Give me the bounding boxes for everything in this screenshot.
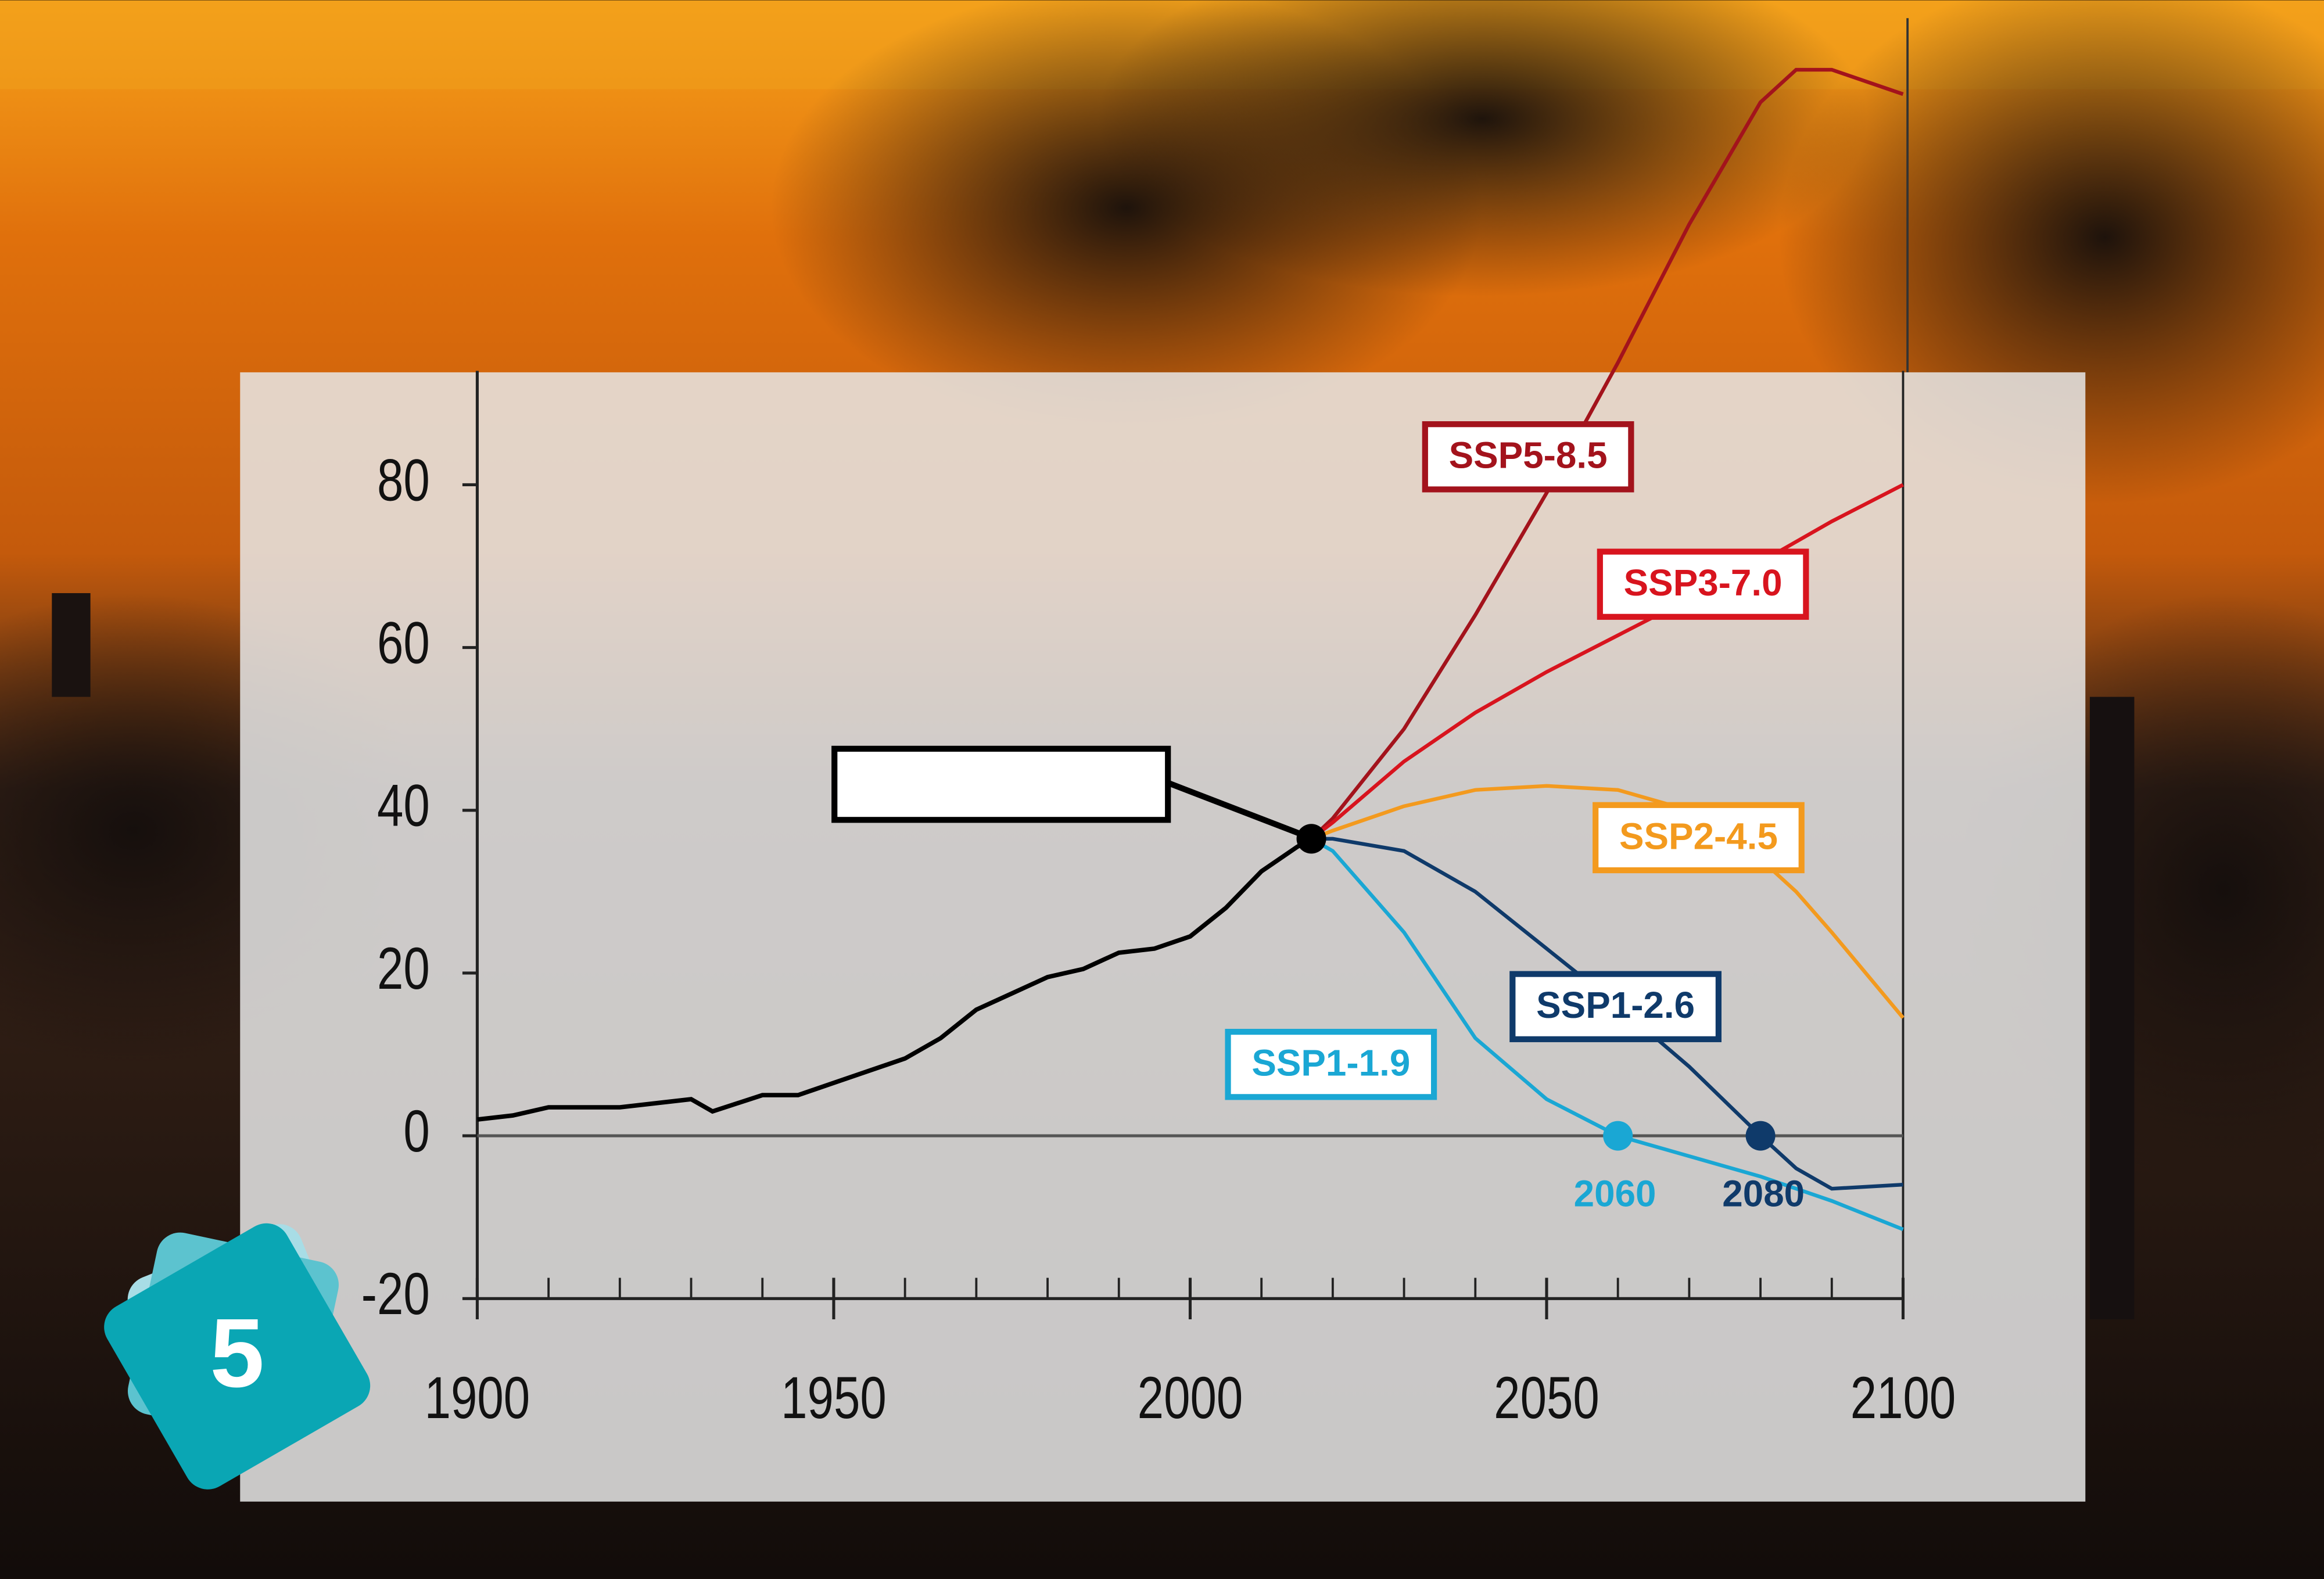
annotation-label: 2080 (1722, 1173, 1805, 1215)
series-line (1310, 67, 1904, 841)
endpoint-dot (1296, 824, 1326, 854)
callout (831, 745, 1311, 841)
series-label: SSP1-2.6 (1536, 984, 1695, 1026)
annotation-dot (1603, 1121, 1633, 1151)
x-tick-label: 1950 (781, 1364, 887, 1431)
series-label-box (1225, 1028, 1437, 1100)
y-tick-label: 60 (377, 609, 430, 676)
annotation-label: 2060 (1574, 1173, 1656, 1215)
series-line (1310, 784, 1905, 1020)
plot-area: -20 0 20 40 60 80 1900 1950 2000 2050 2100 (361, 67, 1956, 1431)
overlay: SSP5-8.5 SSP3-7.0 SSP2-4.5 SSP1-2.6 SSP1-1.9… (1225, 421, 1809, 1215)
series-label-box (1597, 548, 1809, 620)
annotation-dot (1745, 1121, 1776, 1151)
series-line (1310, 483, 1904, 841)
series-label: SSP2-4.5 (1619, 815, 1778, 857)
series-line (476, 837, 1312, 1122)
x-tick-label: 1900 (425, 1364, 530, 1431)
series-label: SSP3-7.0 (1624, 562, 1783, 604)
badge-number: 5 (210, 1298, 264, 1408)
chart-panel (240, 372, 2086, 1502)
series-label-box (1593, 802, 1805, 874)
series-label: SSP5-8.5 (1449, 435, 1608, 476)
y-tick-label: 0 (403, 1097, 429, 1164)
y-tick-label: 80 (377, 447, 430, 514)
series-label: SSP1-1.9 (1251, 1042, 1410, 1084)
y-tick-label: 20 (377, 935, 430, 1002)
series-label-box (1422, 421, 1634, 493)
x-tick-label: 2100 (1850, 1364, 1956, 1431)
y-tick-label: -20 (361, 1260, 430, 1327)
x-tick-label: 2050 (1494, 1364, 1599, 1431)
badge: 5 (104, 1223, 371, 1490)
series-label-box (1509, 971, 1722, 1042)
x-tick-label: 2000 (1138, 1364, 1243, 1431)
y-tick-label: 40 (377, 772, 430, 839)
